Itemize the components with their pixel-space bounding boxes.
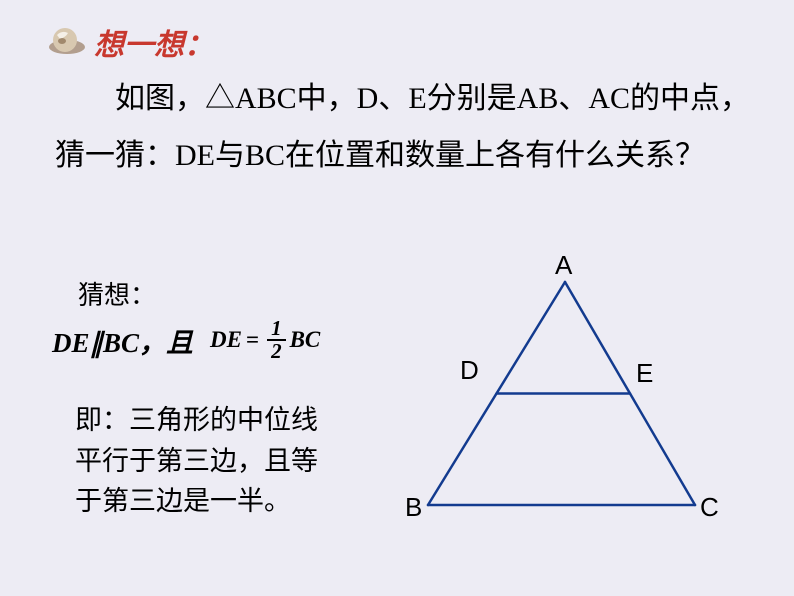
header: 想一想：: [48, 20, 214, 64]
problem-line2: 猜一猜：DE与BC在位置和数量上各有什么关系？: [55, 127, 764, 184]
formula-left: DE∥BC，且: [52, 321, 193, 360]
label-B: B: [405, 492, 422, 523]
triangle-diagram: A B C D E: [400, 260, 770, 550]
formula: DE∥BC，且 DE = 1 2 BC: [52, 318, 320, 362]
conclusion-line1: 即：三角形的中位线: [75, 400, 318, 441]
label-E: E: [636, 358, 653, 389]
eq-bc: BC: [290, 327, 321, 353]
formula-equation: DE = 1 2 BC: [196, 318, 320, 362]
ball-icon: [48, 27, 86, 57]
guess-label: 猜想：: [78, 275, 156, 312]
conclusion-line2: 平行于第三边，且等: [75, 441, 318, 482]
header-title: 想一想：: [94, 20, 214, 64]
label-C: C: [700, 492, 719, 523]
conclusion: 即：三角形的中位线 平行于第三边，且等 于第三边是一半。: [75, 400, 318, 522]
conclusion-line3: 于第三边是一半。: [75, 481, 318, 522]
label-A: A: [555, 250, 572, 281]
eq-de: DE: [210, 327, 242, 353]
problem-text: 如图，△ABC中，D、E分别是AB、AC的中点， 猜一猜：DE与BC在位置和数量…: [55, 70, 764, 184]
fraction-den: 2: [267, 341, 286, 362]
fraction-num: 1: [267, 318, 286, 341]
problem-line1: 如图，△ABC中，D、E分别是AB、AC的中点，: [55, 70, 764, 127]
eq-sign: =: [246, 327, 259, 353]
fraction: 1 2: [267, 318, 286, 362]
label-D: D: [460, 355, 479, 386]
